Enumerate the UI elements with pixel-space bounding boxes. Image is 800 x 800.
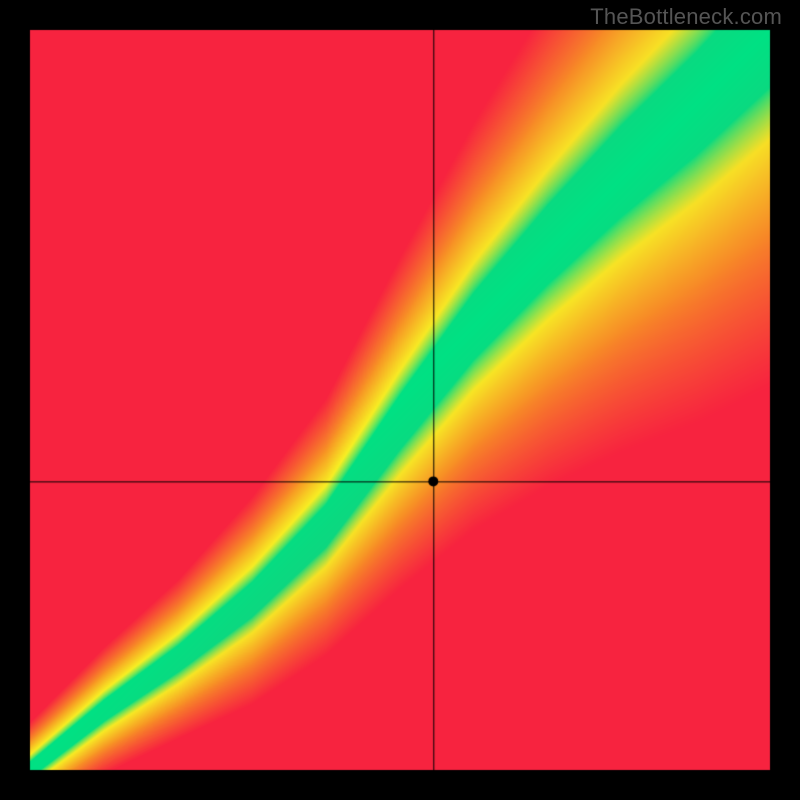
heatmap-canvas — [0, 0, 800, 800]
watermark-text: TheBottleneck.com — [590, 4, 782, 30]
chart-container: TheBottleneck.com — [0, 0, 800, 800]
